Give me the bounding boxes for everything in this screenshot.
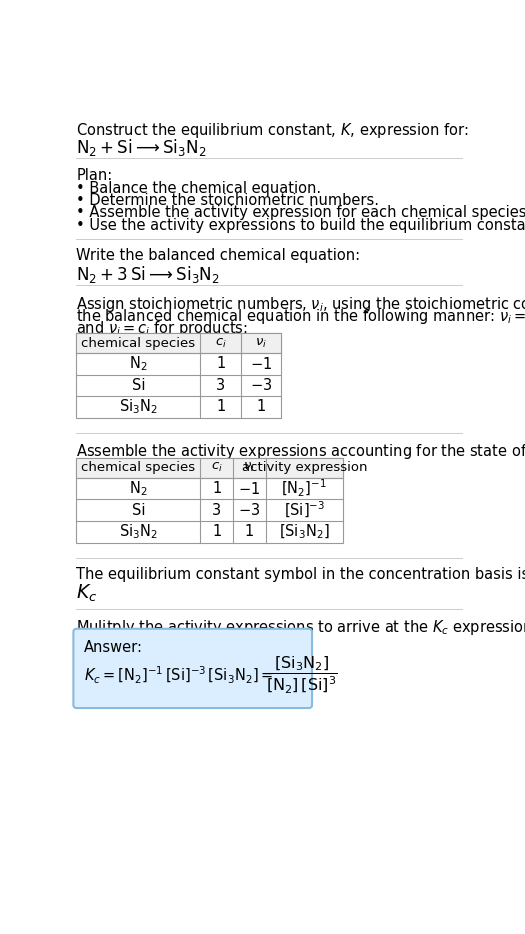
Text: $c_i$: $c_i$: [211, 461, 223, 474]
Text: and $\nu_i = c_i$ for products:: and $\nu_i = c_i$ for products:: [77, 319, 248, 338]
Text: $\mathrm{N_2}$: $\mathrm{N_2}$: [129, 479, 148, 498]
Text: Plan:: Plan:: [77, 167, 113, 182]
Text: $\mathrm{N_2}$: $\mathrm{N_2}$: [129, 355, 148, 374]
Text: $\mathrm{N_2 + Si \longrightarrow Si_3N_2}$: $\mathrm{N_2 + Si \longrightarrow Si_3N_…: [77, 136, 207, 158]
Text: $\nu_i$: $\nu_i$: [255, 336, 267, 349]
Text: $-3$: $-3$: [238, 502, 260, 518]
Text: 1: 1: [212, 524, 222, 539]
Text: 1: 1: [212, 481, 222, 496]
Text: $\mathrm{Si_3N_2}$: $\mathrm{Si_3N_2}$: [119, 398, 158, 417]
Text: chemical species: chemical species: [81, 336, 195, 349]
Text: Write the balanced chemical equation:: Write the balanced chemical equation:: [77, 248, 361, 263]
Text: 1: 1: [245, 524, 254, 539]
Text: • Balance the chemical equation.: • Balance the chemical equation.: [77, 180, 322, 195]
Text: Mulitply the activity expressions to arrive at the $K_c$ expression:: Mulitply the activity expressions to arr…: [77, 618, 525, 637]
Text: $\dfrac{[\mathrm{Si_3N_2}]}{[\mathrm{N_2}]\,[\mathrm{Si}]^3}$: $\dfrac{[\mathrm{Si_3N_2}]}{[\mathrm{N_2…: [266, 655, 338, 696]
Text: $\mathrm{N_2 + 3\,Si \longrightarrow Si_3N_2}$: $\mathrm{N_2 + 3\,Si \longrightarrow Si_…: [77, 263, 220, 285]
Bar: [77, 333, 281, 353]
Text: $-1$: $-1$: [238, 481, 260, 497]
Text: $[\mathrm{Si}]^{-3}$: $[\mathrm{Si}]^{-3}$: [284, 500, 325, 520]
Text: $-1$: $-1$: [250, 356, 272, 372]
Text: 3: 3: [212, 502, 222, 517]
Text: Si: Si: [132, 502, 145, 517]
Text: $K_c$: $K_c$: [77, 583, 98, 604]
FancyBboxPatch shape: [74, 629, 312, 708]
Text: $[\mathrm{Si_3N_2}]$: $[\mathrm{Si_3N_2}]$: [279, 522, 330, 541]
Text: 3: 3: [216, 378, 225, 393]
Text: $-3$: $-3$: [250, 377, 272, 393]
Text: 1: 1: [216, 357, 225, 372]
Text: $\nu_i$: $\nu_i$: [243, 461, 255, 474]
Text: the balanced chemical equation in the following manner: $\nu_i = -c_i$ for react: the balanced chemical equation in the fo…: [77, 307, 525, 326]
Text: • Use the activity expressions to build the equilibrium constant expression.: • Use the activity expressions to build …: [77, 218, 525, 233]
Text: Assign stoichiometric numbers, $\nu_i$, using the stoichiometric coefficients, $: Assign stoichiometric numbers, $\nu_i$, …: [77, 294, 525, 314]
Text: Answer:: Answer:: [84, 640, 143, 655]
Text: $c_i$: $c_i$: [215, 336, 226, 349]
Text: • Assemble the activity expression for each chemical species.: • Assemble the activity expression for e…: [77, 205, 525, 220]
Text: Assemble the activity expressions accounting for the state of matter and $\nu_i$: Assemble the activity expressions accoun…: [77, 443, 525, 461]
Text: activity expression: activity expression: [242, 461, 367, 474]
Text: 1: 1: [216, 400, 225, 415]
Bar: [77, 458, 343, 543]
Text: 1: 1: [256, 400, 266, 415]
Text: $\mathrm{Si_3N_2}$: $\mathrm{Si_3N_2}$: [119, 522, 158, 541]
Text: $[\mathrm{N_2}]^{-1}$: $[\mathrm{N_2}]^{-1}$: [281, 478, 327, 499]
Text: • Determine the stoichiometric numbers.: • Determine the stoichiometric numbers.: [77, 193, 380, 208]
Text: Construct the equilibrium constant, $K$, expression for:: Construct the equilibrium constant, $K$,…: [77, 121, 469, 140]
Bar: [77, 333, 281, 417]
Text: $K_c = [\mathrm{N_2}]^{-1}\,[\mathrm{Si}]^{-3}\,[\mathrm{Si_3N_2}] = $: $K_c = [\mathrm{N_2}]^{-1}\,[\mathrm{Si}…: [84, 665, 274, 686]
Text: Si: Si: [132, 378, 145, 393]
Bar: [77, 458, 343, 478]
Text: The equilibrium constant symbol in the concentration basis is:: The equilibrium constant symbol in the c…: [77, 567, 525, 582]
Text: chemical species: chemical species: [81, 461, 195, 474]
